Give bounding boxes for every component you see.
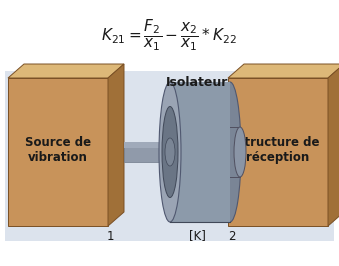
Ellipse shape	[234, 127, 246, 177]
Ellipse shape	[159, 82, 181, 222]
Ellipse shape	[165, 138, 175, 166]
Polygon shape	[8, 78, 108, 226]
Ellipse shape	[162, 106, 178, 197]
Text: 1: 1	[106, 230, 114, 243]
Ellipse shape	[219, 82, 241, 222]
Polygon shape	[226, 127, 240, 177]
Text: [K]: [K]	[188, 230, 205, 243]
Polygon shape	[124, 142, 192, 162]
Polygon shape	[124, 142, 192, 148]
Polygon shape	[8, 64, 124, 78]
Polygon shape	[328, 64, 339, 226]
Text: Structure de
réception: Structure de réception	[236, 136, 320, 164]
Polygon shape	[5, 71, 334, 241]
Polygon shape	[108, 64, 124, 226]
Text: Isolateur: Isolateur	[166, 76, 228, 89]
Text: $K_{21} = \dfrac{F_2}{x_1} - \dfrac{x_2}{x_1} * K_{22}$: $K_{21} = \dfrac{F_2}{x_1} - \dfrac{x_2}…	[101, 18, 237, 53]
Polygon shape	[228, 78, 328, 226]
Polygon shape	[228, 64, 339, 78]
Text: Source de
vibration: Source de vibration	[25, 136, 91, 164]
Text: 2: 2	[228, 230, 236, 243]
Polygon shape	[170, 82, 230, 222]
